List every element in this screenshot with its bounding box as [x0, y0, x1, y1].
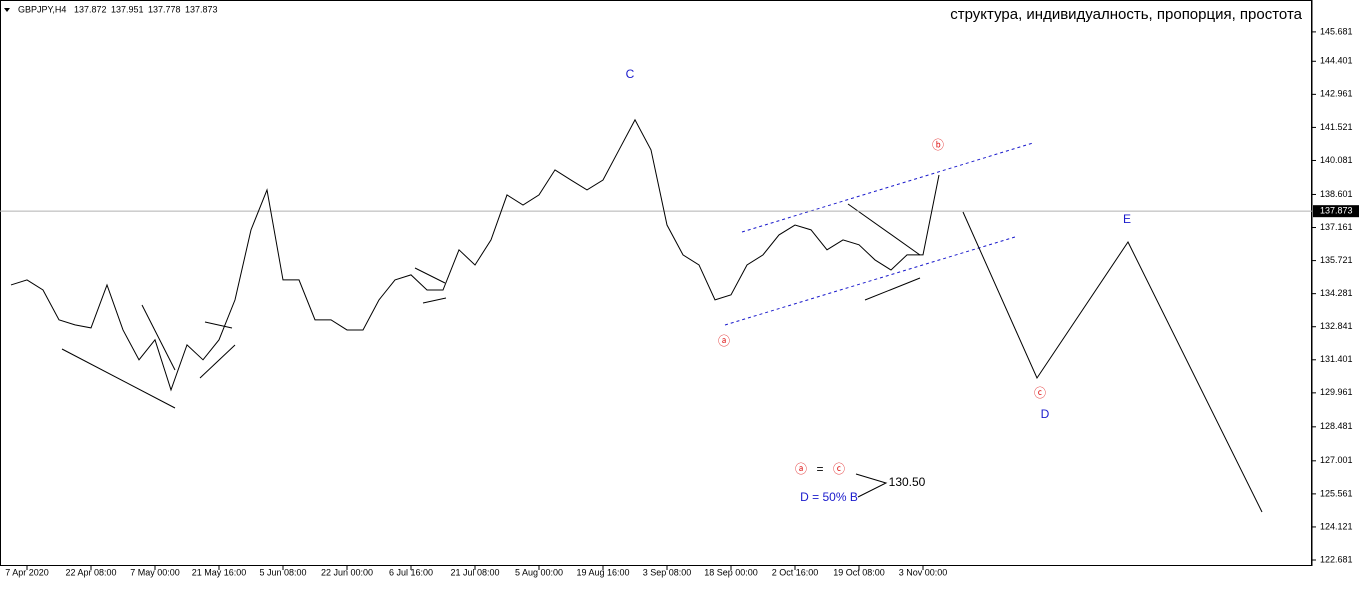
- x-tick-label: 7 May 00:00: [130, 567, 180, 577]
- x-tick-label: 5 Jun 08:00: [259, 567, 306, 577]
- x-tick-label: 22 Jun 00:00: [321, 567, 373, 577]
- y-tick-label: 141.521: [1320, 122, 1353, 132]
- y-tick-label: 138.601: [1320, 189, 1353, 199]
- x-tick-label: 21 Jul 08:00: [450, 567, 499, 577]
- x-tick-label: 18 Sep 00:00: [704, 567, 758, 577]
- y-tick-label: 142.961: [1320, 89, 1353, 99]
- y-tick-label: 144.401: [1320, 56, 1353, 66]
- annotation: C: [626, 67, 635, 81]
- y-tick-label: 125.561: [1320, 488, 1353, 498]
- trend-line: [61, 348, 176, 409]
- annotation: ⓐ: [718, 334, 730, 348]
- y-tick-label: 145.681: [1320, 26, 1353, 36]
- x-tick-label: 3 Nov 00:00: [899, 567, 948, 577]
- trend-line: [414, 267, 446, 284]
- channel-line: [724, 236, 1016, 326]
- x-tick-label: 3 Sep 08:00: [643, 567, 692, 577]
- y-tick-label: 131.401: [1320, 354, 1353, 364]
- x-tick-label: 2 Oct 16:00: [772, 567, 819, 577]
- x-tick-label: 7 Apr 2020: [5, 567, 49, 577]
- ohlc-value: 137.873: [185, 4, 218, 14]
- annotation: E: [1123, 212, 1131, 226]
- x-tick-label: 19 Oct 08:00: [833, 567, 885, 577]
- y-tick-label: 135.721: [1320, 255, 1353, 265]
- x-tick-label: 5 Aug 00:00: [515, 567, 563, 577]
- y-tick-label: 134.281: [1320, 288, 1353, 298]
- y-tick-label: 140.081: [1320, 155, 1353, 165]
- annotation: ⓑ: [932, 138, 944, 152]
- trend-line: [847, 203, 921, 256]
- trend-line: [422, 297, 447, 304]
- ohlc-value: 137.778: [148, 4, 181, 14]
- channel-line: [741, 142, 1034, 233]
- ohlc-value: 137.951: [111, 4, 144, 14]
- annotation: D: [1041, 407, 1050, 421]
- y-tick-label: 127.001: [1320, 455, 1353, 465]
- y-tick-label: 137.161: [1320, 222, 1353, 232]
- annotation: 130.50: [889, 475, 926, 489]
- ohlc-value: 137.872: [74, 4, 107, 14]
- last-price-label: 137.873: [1320, 206, 1353, 216]
- y-tick-label: 129.961: [1320, 387, 1353, 397]
- menu-arrow: [4, 8, 10, 12]
- y-tick-label: 122.681: [1320, 554, 1353, 564]
- annotation: D = 50% B: [800, 490, 858, 504]
- bracket: [855, 473, 888, 498]
- symbol: GBPJPY,H4: [18, 4, 66, 14]
- annotation: ⓒ: [1034, 386, 1046, 400]
- x-tick-label: 6 Jul 16:00: [389, 567, 433, 577]
- trend-line: [141, 304, 176, 371]
- annotation: ⓐ: [795, 462, 807, 476]
- trend-line: [199, 344, 236, 379]
- chart-title: структура, индивидуалность, пропорция, п…: [950, 6, 1302, 23]
- annotation: =: [816, 462, 823, 476]
- x-tick-label: 21 May 16:00: [192, 567, 247, 577]
- forecast-path: [962, 211, 1263, 513]
- x-tick-label: 19 Aug 16:00: [576, 567, 629, 577]
- last-price-box: [1313, 205, 1359, 218]
- plot-frame: [0, 0, 1312, 566]
- trend-line: [864, 277, 921, 301]
- y-tick-label: 124.121: [1320, 521, 1353, 531]
- y-tick-label: 132.841: [1320, 321, 1353, 331]
- annotation: ⓒ: [833, 462, 845, 476]
- x-tick-label: 22 Apr 08:00: [65, 567, 116, 577]
- price-line: [10, 118, 940, 392]
- y-tick-label: 128.481: [1320, 421, 1353, 431]
- trend-line: [204, 321, 233, 329]
